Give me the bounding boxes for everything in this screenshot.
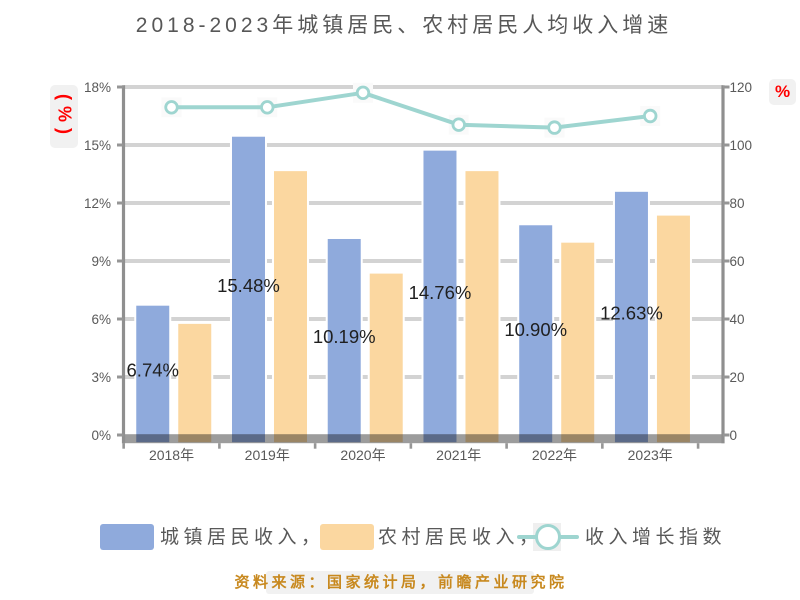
left-tick-label: 12% — [84, 196, 111, 211]
x-category-label: 2022年 — [532, 447, 577, 463]
bar-urban[interactable] — [612, 189, 650, 445]
bar-data-label: 14.76% — [409, 282, 472, 303]
bar-data-label: 12.63% — [600, 302, 663, 323]
line-marker[interactable] — [547, 120, 562, 135]
right-axis-title-box: % — [769, 79, 796, 105]
left-axis-title: (%) — [54, 93, 75, 140]
bar-urban[interactable] — [517, 223, 555, 445]
bar-rural[interactable] — [559, 240, 597, 445]
x-category-label: 2021年 — [436, 447, 481, 463]
right-tick-label: 40 — [730, 312, 745, 327]
source-note: 资料来源：国家统计局，前瞻产业研究院 — [234, 574, 568, 591]
legend-label: 城镇居民收入， — [160, 527, 325, 548]
legend: 城镇居民收入， 农村居民收入， 收入增长指数 — [0, 523, 800, 551]
right-tick-label: 100 — [730, 138, 753, 153]
line-marker[interactable] — [164, 100, 179, 115]
legend-label: 收入增长指数 — [585, 527, 727, 548]
bar-urban[interactable] — [229, 134, 267, 445]
x-axis-line — [122, 434, 725, 444]
bar-rural[interactable] — [367, 271, 405, 445]
right-tick-label: 0 — [730, 428, 738, 443]
legend-swatch-orange — [320, 524, 374, 550]
bar-urban[interactable] — [325, 236, 363, 445]
line-marker[interactable] — [355, 85, 371, 101]
left-tick-label: 15% — [84, 138, 111, 153]
legend-circle-marker-icon — [535, 524, 561, 550]
right-axis-title: % — [774, 82, 791, 101]
x-category-label: 2020年 — [340, 447, 385, 463]
bar-rural[interactable] — [271, 169, 309, 445]
line-marker[interactable] — [260, 100, 275, 115]
left-tick-label: 18% — [84, 80, 111, 95]
right-tick-label: 120 — [730, 80, 753, 95]
bar-data-label: 6.74% — [127, 359, 179, 380]
x-category-label: 2019年 — [245, 447, 290, 463]
source-note-band — [266, 571, 534, 594]
bar-urban[interactable] — [421, 148, 459, 445]
growth-index-line[interactable] — [169, 90, 653, 130]
right-tick-label: 60 — [730, 254, 745, 269]
right-tick-label: 80 — [730, 196, 745, 211]
line-marker[interactable] — [451, 117, 466, 132]
left-tick-label: 9% — [91, 254, 111, 269]
left-tick-label: 0% — [91, 428, 111, 443]
legend-swatch-blue — [100, 524, 154, 550]
right-tick-label: 20 — [730, 370, 745, 385]
left-tick-label: 6% — [91, 312, 111, 327]
bar-rural[interactable] — [654, 213, 692, 445]
bar-urban[interactable] — [134, 303, 172, 445]
x-category-label: 2018年 — [149, 447, 194, 463]
bar-data-label: 10.19% — [313, 326, 376, 347]
legend-label: 农村居民收入， — [378, 527, 543, 548]
x-category-label: 2023年 — [628, 447, 673, 463]
left-tick-label: 3% — [91, 370, 111, 385]
chart-title: 2018-2023年城镇居民、农村居民人均收入增速 — [135, 14, 673, 37]
bar-rural[interactable] — [463, 169, 501, 445]
bar-data-label: 10.90% — [504, 319, 567, 340]
line-marker[interactable] — [643, 108, 658, 124]
bar-data-label: 15.48% — [217, 275, 280, 296]
left-axis-title-box: (%) — [50, 85, 78, 148]
bar-rural[interactable] — [176, 321, 214, 445]
